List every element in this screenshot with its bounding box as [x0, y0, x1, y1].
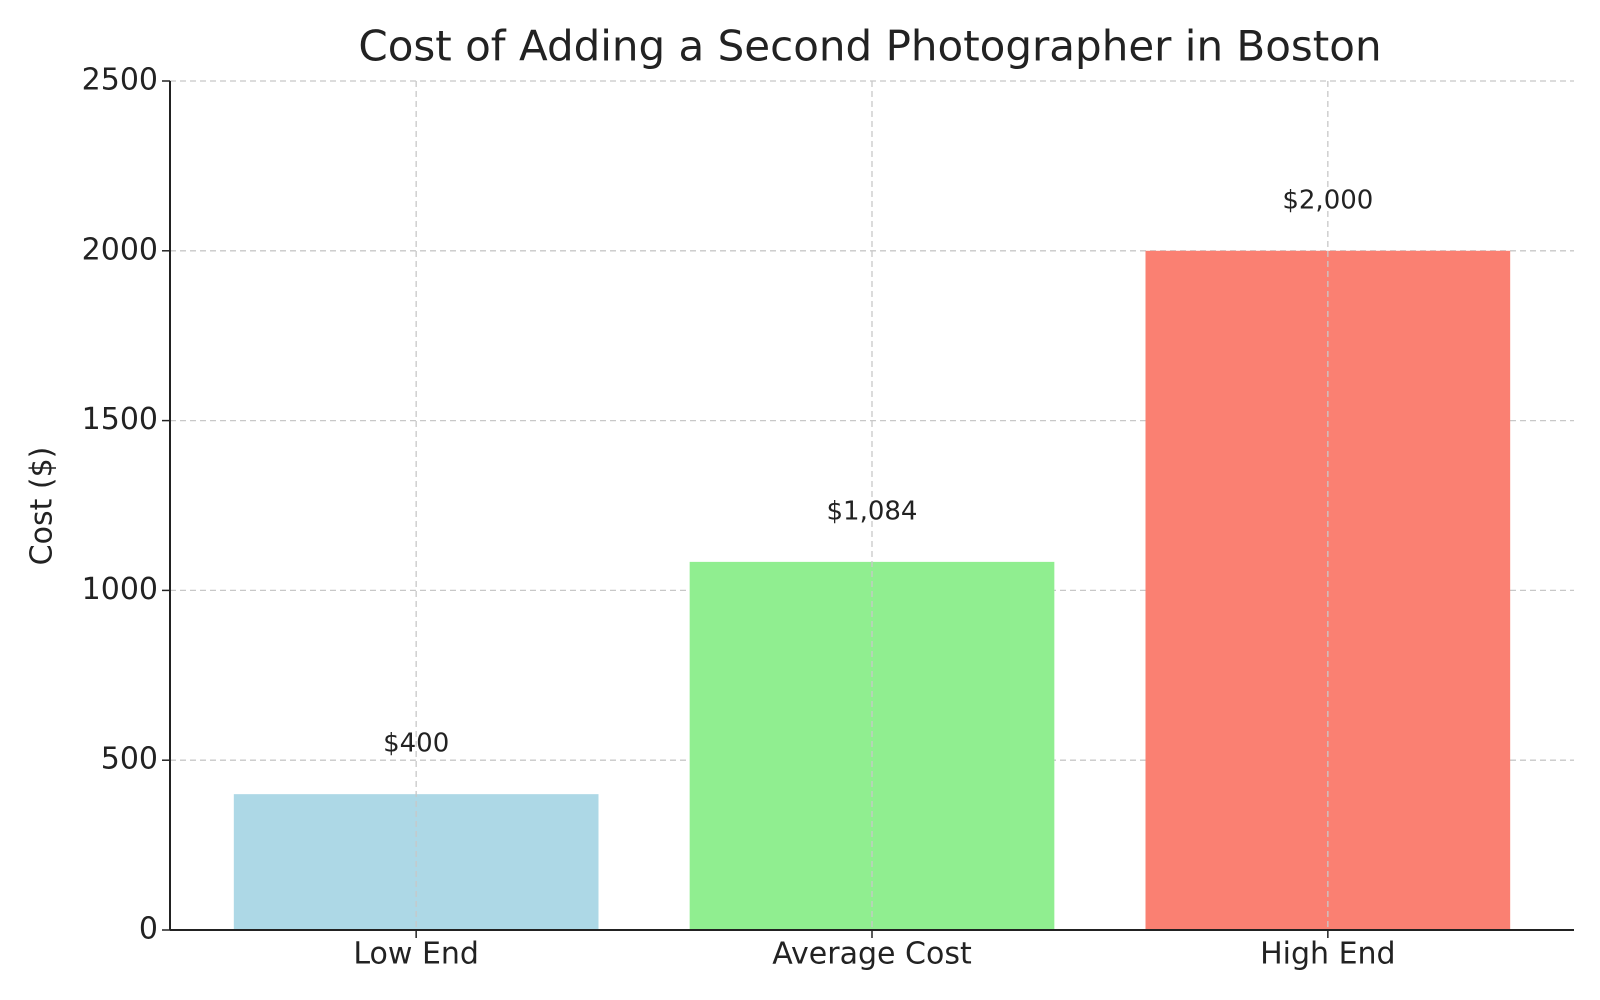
x-tick-label: Average Cost	[772, 937, 972, 972]
y-tick-label: 500	[101, 742, 158, 777]
y-axis-label: Cost ($)	[25, 447, 60, 566]
x-tick-label: Low End	[353, 937, 479, 972]
value-label: $400	[383, 729, 449, 759]
y-tick-label: 1500	[82, 402, 158, 437]
x-tick-label: High End	[1260, 937, 1396, 972]
y-tick-label: 2500	[82, 63, 158, 98]
y-tick-label: 1000	[82, 572, 158, 607]
y-tick-label: 0	[139, 912, 158, 947]
chart-title: Cost of Adding a Second Photographer in …	[358, 22, 1381, 71]
value-label: $2,000	[1282, 185, 1373, 215]
value-label: $1,084	[827, 496, 918, 526]
y-tick-label: 2000	[82, 232, 158, 267]
